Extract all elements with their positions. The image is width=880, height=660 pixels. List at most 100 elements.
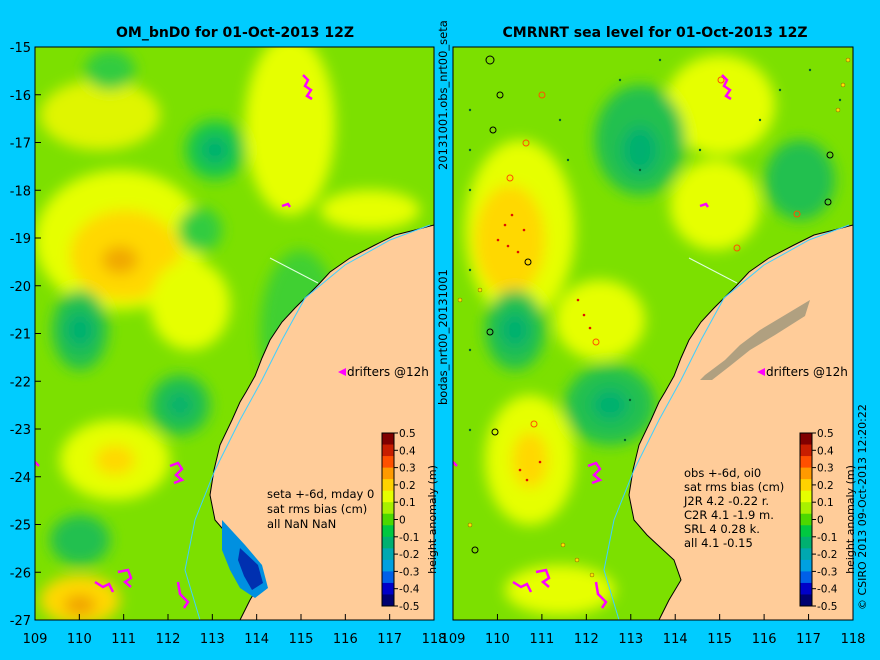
left-map [35, 47, 434, 620]
x-tick-label: 117 [796, 632, 821, 647]
colorbar-tick-label: -0.2 [399, 549, 420, 561]
left-side-run-label: bodas_nrt00_20131001 [436, 269, 450, 405]
colorbar-tick-label: 0.5 [399, 428, 416, 440]
x-tick-label: 112 [156, 632, 181, 647]
left-drifter-tracks [35, 74, 313, 609]
left-stats-line: all NaN NaN [267, 517, 336, 531]
y-tick-label: -21 [10, 328, 31, 343]
colorbar-label: height anomaly (m) [844, 465, 857, 574]
right-side-run-label: 20131001.obs_nrt00_seta [436, 20, 450, 170]
y-tick-label: -26 [10, 566, 31, 581]
left-transect-line [269, 257, 319, 284]
left-stats-line: seta +-6d, mday 0 [267, 487, 374, 501]
x-tick-label: 115 [707, 632, 732, 647]
x-tick-label: 113 [618, 632, 643, 647]
colorbar-swatch [800, 525, 812, 538]
colorbar-tick-label: 0.4 [399, 445, 416, 457]
left-y-axis: -15 -16 -17 -18 -19 -20 -21 -22 -23 -24 -25 -26 -27 [10, 41, 41, 629]
left-stats-text: seta +-6d, mday 0 sat rms bias (cm) all … [267, 487, 374, 531]
right-drifter-legend-marker [757, 368, 765, 376]
colorbar-tick-label: -0.1 [399, 532, 420, 544]
y-tick-label: -17 [10, 137, 31, 152]
colorbar-swatch [382, 548, 394, 561]
colorbar-tick-label: -0.5 [399, 601, 420, 613]
colorbar-swatch [382, 467, 394, 480]
colorbar-swatch [800, 536, 812, 549]
x-tick-label: 112 [574, 632, 599, 647]
right-anomaly-field [465, 55, 835, 615]
colorbar-swatch [800, 433, 812, 446]
x-tick-label: 111 [529, 632, 554, 647]
right-stats-text: obs +-6d, oi0 sat rms bias (cm) J2R 4.2 … [683, 466, 784, 550]
colorbar-tick-label: 0 [399, 515, 406, 527]
right-drifters-label: drifters @12h [766, 365, 848, 379]
x-tick-label: 118 [422, 632, 447, 647]
colorbar-swatch [800, 513, 812, 526]
colorbar-tick-label: 0.2 [817, 480, 834, 492]
left-x-axis: 109 110 111 112 113 114 115 116 117 118 [23, 614, 447, 647]
colorbar-swatch [800, 479, 812, 492]
colorbar-tick-label: 0.2 [399, 480, 416, 492]
colorbar-swatch [382, 594, 394, 607]
y-tick-label: -24 [10, 471, 31, 486]
colorbar-swatch [382, 502, 394, 515]
x-tick-label: 115 [289, 632, 314, 647]
colorbar-swatch [800, 594, 812, 607]
right-stats-line: sat rms bias (cm) [684, 480, 784, 494]
left-drifters-label: drifters @12h [347, 365, 429, 379]
colorbar-label: height anomaly (m) [426, 465, 439, 574]
colorbar-tick-label: -0.4 [817, 584, 838, 596]
y-tick-label: -16 [10, 89, 31, 104]
right-shelf-contour [603, 224, 850, 620]
x-tick-label: 116 [333, 632, 358, 647]
colorbar-tick-label: -0.5 [817, 601, 838, 613]
colorbar-swatch [382, 536, 394, 549]
colorbar-tick-label: -0.4 [399, 584, 420, 596]
colorbar-swatch [382, 433, 394, 446]
colorbar-swatch [800, 490, 812, 503]
x-tick-label: 114 [244, 632, 269, 647]
right-stats-line: C2R 4.1 -1.9 m. [684, 508, 774, 522]
colorbar-tick-label: 0.4 [817, 445, 834, 457]
colorbar-tick-label: 0.3 [817, 463, 834, 475]
y-tick-label: -23 [10, 423, 31, 438]
colorbar-tick-label: 0.3 [399, 463, 416, 475]
colorbar-swatch [800, 582, 812, 595]
y-tick-label: -18 [10, 184, 31, 199]
colorbar-swatch [382, 444, 394, 457]
colorbar-swatch [800, 559, 812, 572]
x-tick-label: 109 [23, 632, 48, 647]
colorbar-tick-label: 0 [817, 515, 824, 527]
left-shelf-contour [184, 224, 431, 620]
colorbar-swatch [382, 490, 394, 503]
left-stats-line: sat rms bias (cm) [267, 502, 367, 516]
right-colorbar: 0.5 0.4 0.3 0.2 0.1 0 -0.1 -0.2 -0.3 -0.4 -0.5 heig… [799, 428, 857, 613]
y-tick-label: -20 [10, 280, 31, 295]
x-tick-label: 109 [441, 632, 466, 647]
colorbar-swatch [382, 456, 394, 469]
right-map-title: CMRNRT sea level for 01-Oct-2013 12Z [503, 25, 808, 41]
colorbar-swatch [800, 548, 812, 561]
colorbar-tick-label: -0.3 [399, 566, 420, 578]
colorbar-swatch [382, 479, 394, 492]
colorbar-swatch [382, 571, 394, 584]
colorbar-tick-label: -0.3 [817, 566, 838, 578]
right-map-land [628, 224, 853, 620]
right-stats-line: SRL 4 0.28 k. [684, 522, 760, 536]
y-tick-label: -19 [10, 232, 31, 247]
colorbar-swatch [382, 513, 394, 526]
x-tick-label: 111 [111, 632, 136, 647]
left-colorbar: 0.5 0.4 0.3 0.2 0.1 0 -0.1 -0.2 -0.3 -0.4 -0.5 heig… [381, 428, 439, 613]
colorbar-tick-label: 0.5 [817, 428, 834, 440]
right-stats-line: obs +-6d, oi0 [684, 466, 761, 480]
left-drifter-legend-marker [338, 368, 346, 376]
colorbar-tick-label: -0.2 [817, 549, 838, 561]
y-tick-label: -22 [10, 375, 31, 390]
colorbar-swatch [382, 559, 394, 572]
y-tick-label: -25 [10, 519, 31, 534]
colorbar-tick-label: 0.1 [399, 497, 416, 509]
colorbar-swatch [800, 456, 812, 469]
colorbar-tick-label: 0.1 [817, 497, 834, 509]
x-tick-label: 117 [377, 632, 402, 647]
